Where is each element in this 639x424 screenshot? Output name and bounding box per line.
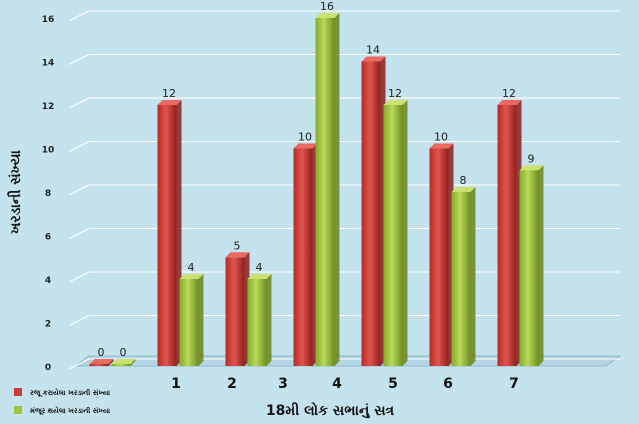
- data-label: 9: [528, 152, 535, 165]
- bar-top: [429, 143, 454, 149]
- gridline-diagonal: [68, 358, 90, 370]
- bar-side: [334, 13, 340, 366]
- gridline-diagonal: [68, 271, 90, 283]
- bar-introduced: [157, 105, 177, 366]
- bar-introduced: [225, 257, 245, 366]
- data-label: 12: [162, 87, 176, 100]
- data-label: 8: [460, 174, 467, 187]
- gridline-diagonal: [68, 54, 90, 65]
- data-label: 4: [256, 261, 263, 274]
- data-label: 12: [502, 87, 516, 100]
- bar-introduced: [89, 364, 109, 366]
- bar-passed: [315, 18, 335, 366]
- bar-top: [179, 274, 204, 279]
- bar-passed: [179, 279, 199, 366]
- bar-top: [89, 359, 114, 364]
- bar-side: [108, 359, 114, 366]
- y-tick-label: 0: [45, 363, 51, 373]
- x-tick-label: 1: [171, 376, 181, 392]
- bar-passed: [247, 279, 267, 366]
- x-tick-label: 5: [388, 376, 398, 392]
- legend-label: રજૂ કરાયેલા ખરડાની સંખ્યા: [30, 388, 110, 397]
- bar-top: [157, 100, 182, 105]
- data-label: 10: [434, 131, 448, 144]
- bar-passed: [111, 364, 131, 366]
- y-axis-title: ખરડાની સંખ્યા: [7, 149, 24, 233]
- gridline-diagonal: [68, 141, 90, 152]
- x-tick-label: 3: [278, 376, 288, 392]
- bar-top: [519, 165, 544, 171]
- data-label: 5: [234, 239, 241, 252]
- bar-top: [383, 100, 408, 105]
- x-tick-label: 2: [227, 376, 237, 392]
- bar-top: [497, 100, 522, 105]
- y-tick-label: 2: [45, 320, 51, 330]
- bar-side: [198, 274, 204, 366]
- y-tick-label: 8: [45, 189, 51, 199]
- gridline-diagonal: [68, 184, 90, 196]
- data-label: 4: [188, 261, 195, 274]
- bar-side: [130, 359, 136, 366]
- legend-swatch: [14, 388, 22, 396]
- bar-top: [451, 187, 476, 192]
- bar-side: [402, 100, 408, 366]
- bar-top: [111, 359, 136, 364]
- bar-side: [538, 165, 544, 366]
- x-tick-label: 6: [443, 376, 453, 392]
- x-axis-title: 18મી લોક સભાનું સત્ર: [266, 401, 395, 419]
- bar-passed: [519, 170, 539, 366]
- bar-passed: [383, 105, 403, 366]
- legend-label: મંજૂર થયેલા ખરડાની સંખ્યા: [30, 406, 110, 415]
- y-tick-label: 12: [42, 102, 55, 112]
- x-tick-label: 7: [509, 376, 519, 392]
- data-label: 10: [298, 131, 312, 144]
- gridline-diagonal: [68, 228, 90, 239]
- bar-top: [247, 274, 272, 279]
- bar-top: [361, 56, 386, 62]
- bar-introduced: [497, 105, 517, 366]
- gridline-diagonal: [68, 97, 90, 109]
- bar-side: [266, 274, 272, 366]
- data-label: 0: [120, 346, 127, 359]
- y-tick-label: 14: [42, 59, 55, 69]
- x-tick-label: 4: [332, 376, 342, 392]
- bar-side: [470, 187, 476, 366]
- data-label: 12: [388, 87, 402, 100]
- bar-introduced: [429, 148, 449, 366]
- y-tick-label: 10: [42, 146, 55, 156]
- y-tick-label: 6: [45, 233, 51, 243]
- bar-passed: [451, 192, 471, 366]
- data-label: 0: [98, 346, 105, 359]
- data-label: 14: [366, 44, 380, 57]
- y-tick-label: 16: [42, 15, 55, 25]
- gridline-diagonal: [68, 10, 90, 22]
- bar-top: [315, 13, 340, 18]
- bar-top: [293, 143, 318, 149]
- bar-introduced: [361, 61, 381, 366]
- data-label: 16: [320, 0, 334, 13]
- legend-swatch: [14, 406, 22, 414]
- bar-introduced: [293, 148, 313, 366]
- bar-top: [225, 252, 250, 258]
- gridline-diagonal: [68, 315, 90, 326]
- y-tick-label: 4: [45, 276, 51, 286]
